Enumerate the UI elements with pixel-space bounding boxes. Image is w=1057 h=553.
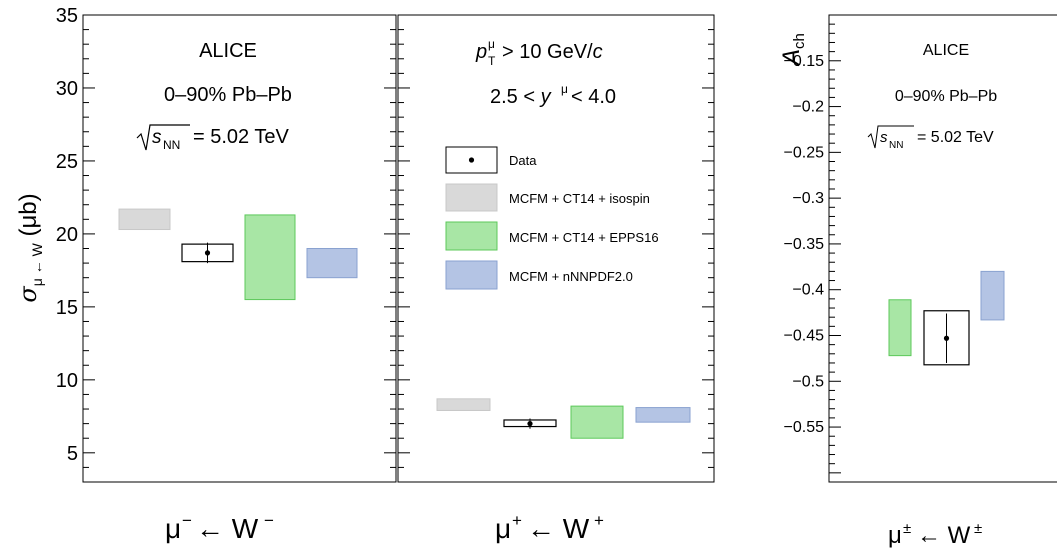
left-ylabel: σμ ← W (μb) [14, 193, 45, 302]
svg-text:NN: NN [889, 140, 903, 151]
y-tick-label: 30 [56, 78, 78, 100]
marks-layer [118, 208, 1005, 439]
svg-text:+: + [594, 511, 604, 530]
model-band [244, 214, 296, 301]
svg-text:← W: ← W [196, 513, 259, 544]
y-tick-label: −0.5 [792, 373, 824, 390]
right-annotation-energy: s NN = 5.02 TeV [867, 125, 994, 151]
y-tick-label: 15 [56, 297, 78, 319]
y-tick-label: −0.3 [792, 190, 824, 207]
panel-right-frame [828, 14, 1057, 483]
legend-data-marker [468, 157, 475, 163]
y-tick-label: −0.2 [792, 99, 824, 116]
svg-text:T: T [488, 54, 496, 68]
axes-layer: 5 10 15 20 25 30 35 −0.15 −0.2 −0.25 −0.3 −0.35 −0.4… [56, 5, 841, 483]
svg-text:= 5.02 TeV: = 5.02 TeV [917, 129, 994, 146]
legend-label-epps16: MCFM + CT14 + EPPS16 [509, 230, 659, 245]
svg-text:p: p [475, 41, 487, 63]
middle-annotation-pt-cut: p μ T > 10 GeV/c [475, 37, 603, 68]
y-tick-label: 5 [67, 443, 78, 465]
y-tick-label: −0.55 [784, 419, 825, 436]
svg-text:+: + [512, 511, 522, 530]
svg-text:> 10 GeV/c: > 10 GeV/c [502, 41, 603, 63]
svg-text:= 5.02 TeV: = 5.02 TeV [193, 126, 289, 148]
y-tick-label: −0.35 [784, 236, 825, 253]
svg-text:−: − [264, 511, 274, 530]
middle-annotation-rapidity: 2.5 < y μ < 4.0 [490, 82, 616, 108]
svg-text:2.5 < y: 2.5 < y [490, 86, 552, 108]
svg-text:s: s [880, 129, 888, 146]
left-annotation-centrality: 0–90% Pb–Pb [164, 84, 292, 106]
svg-text:< 4.0: < 4.0 [571, 86, 616, 108]
svg-text:μ: μ [888, 522, 902, 549]
xlabel-mu-minus: μ − ← W − [165, 511, 274, 544]
data-point [204, 250, 211, 256]
right-annotation-experiment: ALICE [923, 42, 969, 59]
y-tick-label: −0.4 [792, 282, 824, 299]
svg-text:±: ± [974, 520, 982, 537]
y-tick-label: 10 [56, 370, 78, 392]
model-band [980, 270, 1005, 321]
svg-text:−: − [182, 511, 192, 530]
y-tick-label: 20 [56, 224, 78, 246]
legend: Data MCFM + CT14 + isospin MCFM + CT14 +… [445, 146, 659, 290]
legend-label-nnpdf: MCFM + nNNPDF2.0 [509, 269, 633, 284]
legend-nnpdf-swatch [445, 260, 498, 290]
y-tick-label: 35 [56, 5, 78, 27]
data-systematic-box [923, 310, 970, 366]
svg-text:μ: μ [561, 82, 568, 96]
xlabel-mu-pm: μ ± ← W ± [888, 520, 982, 549]
legend-label-data: Data [509, 153, 537, 168]
xlabel-mu-plus: μ + ← W + [495, 511, 604, 544]
legend-isospin-swatch [445, 183, 498, 212]
model-band [118, 208, 171, 231]
svg-text:μ: μ [165, 513, 181, 544]
data-point [943, 335, 950, 341]
legend-label-isospin: MCFM + CT14 + isospin [509, 191, 650, 206]
right-annotation-centrality: 0–90% Pb–Pb [895, 88, 997, 105]
right-ylabel: Ach [778, 33, 808, 67]
svg-text:μ: μ [488, 37, 495, 51]
y-tick-label: −0.25 [784, 144, 825, 161]
model-band [570, 405, 624, 439]
model-band [888, 299, 912, 357]
svg-text:← W: ← W [527, 513, 590, 544]
left-annotation-experiment: ALICE [199, 40, 257, 62]
svg-text:±: ± [903, 520, 911, 537]
y-tick-label: −0.45 [784, 327, 825, 344]
y-tick-label: 25 [56, 151, 78, 173]
svg-text:μ: μ [495, 513, 511, 544]
svg-text:← W: ← W [917, 522, 971, 549]
data-point [527, 421, 533, 427]
model-band [306, 248, 358, 279]
y-tick-label: −0.15 [784, 53, 825, 70]
svg-text:s: s [152, 127, 162, 148]
model-band [635, 407, 691, 423]
left-annotation-energy: s NN = 5.02 TeV [136, 124, 289, 152]
model-band [436, 398, 491, 411]
legend-epps16-swatch [445, 221, 498, 251]
svg-text:NN: NN [163, 138, 180, 152]
